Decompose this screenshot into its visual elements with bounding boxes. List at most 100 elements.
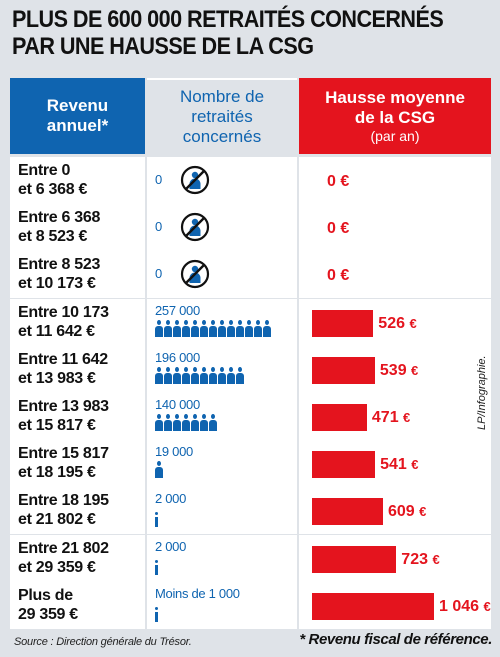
increase-unit: €: [340, 173, 350, 190]
retirees-cell: 2 000: [147, 535, 297, 582]
income-range-line: et 13 983 €: [18, 370, 96, 387]
header-revenu-line-1: Revenu: [46, 96, 109, 115]
person-icon: [155, 461, 163, 478]
increase-unit: €: [411, 457, 419, 472]
header-hausse-line-2: de la CSG: [354, 107, 436, 127]
title-line-1: PLUS DE 600 000 RETRAITÉS CONCERNÉS: [12, 6, 444, 33]
retirees-count: 2 000: [155, 539, 187, 554]
retirees-cell: 19 000: [147, 440, 297, 487]
increase-unit: €: [483, 599, 491, 614]
increase-cell: 471 €: [299, 393, 491, 440]
income-range-line: Entre 15 817: [18, 445, 109, 462]
person-icon: [200, 414, 208, 431]
retirees-count: 0: [155, 266, 162, 281]
person-icon: [182, 367, 190, 384]
person-icon: [209, 320, 217, 337]
person-icon: [218, 320, 226, 337]
income-range-line: Entre 18 195: [18, 492, 109, 509]
no-person-icon: [180, 212, 210, 242]
person-icon: [227, 367, 235, 384]
header-revenu: Revenu annuel*: [10, 78, 145, 154]
increase-value: 1 046 €: [439, 593, 491, 620]
increase-unit: €: [419, 504, 427, 519]
increase-value: 723 €: [401, 546, 439, 573]
income-range-line: 29 359 €: [18, 606, 78, 623]
increase-bar: [312, 546, 397, 573]
person-icon: [200, 367, 208, 384]
table-row: Entre 15 817 et 18 195 € 19 000 541 €: [10, 440, 491, 487]
income-range-line: Entre 10 173: [18, 304, 109, 321]
person-icon: [218, 367, 226, 384]
table-row: Entre 10 173 et 11 642 € 257 000 526 €: [10, 299, 491, 346]
income-range-line: et 18 195 €: [18, 464, 96, 481]
income-range-cell: Entre 10 173 et 11 642 €: [10, 299, 145, 346]
increase-cell: 526 €: [299, 299, 491, 346]
no-person-icon: [180, 259, 210, 289]
table-row: Entre 8 523 et 10 173 €0 0 €: [10, 251, 491, 298]
retirees-cell: 0: [147, 157, 297, 204]
increase-bar: [312, 451, 376, 478]
income-range-cell: Plus de 29 359 €: [10, 582, 145, 629]
person-icon: [254, 320, 262, 337]
income-range-cell: Entre 8 523 et 10 173 €: [10, 251, 145, 298]
income-range-line: et 11 642 €: [18, 323, 95, 340]
retirees-count: 140 000: [155, 397, 200, 412]
increase-value: 526 €: [378, 310, 416, 337]
table-row: Entre 18 195 et 21 802 € 2 000 609 €: [10, 487, 491, 534]
people-icons: [155, 603, 158, 623]
increase-number: 526: [378, 315, 410, 332]
person-icon: [236, 367, 244, 384]
table-row: Entre 13 983 et 15 817 € 140 000 471 €: [10, 393, 491, 440]
person-icon: [245, 320, 253, 337]
increase-unit: €: [340, 267, 350, 284]
income-range-line: Entre 21 802: [18, 540, 109, 557]
retirees-cell: 2 000: [147, 487, 297, 534]
retirees-cell: 196 000: [147, 346, 297, 393]
credit: LP/Infographie.: [476, 355, 488, 430]
increase-unit: €: [432, 552, 440, 567]
person-icon: [236, 320, 244, 337]
header-retraites-line-1: Nombre de: [179, 87, 265, 106]
increase-number: 0: [327, 220, 341, 237]
increase-bar: [312, 404, 367, 431]
table-row: Entre 21 802 et 29 359 € 2 000 723 €: [10, 535, 491, 582]
increase-number: 541: [380, 456, 412, 473]
person-icon: [191, 320, 199, 337]
people-icons: [155, 367, 244, 387]
increase-cell: 0 €: [299, 251, 491, 298]
person-icon: [155, 367, 163, 384]
header-revenu-line-2: annuel*: [46, 116, 109, 135]
table-row: Entre 11 642 et 13 983 € 196 000 539 €: [10, 346, 491, 393]
person-icon: [263, 320, 271, 337]
source-note: Source : Direction générale du Trésor.: [14, 636, 192, 648]
income-range-line: et 29 359 €: [18, 559, 96, 576]
increase-unit: €: [411, 363, 419, 378]
increase-number: 723: [401, 551, 433, 568]
increase-number: 0: [327, 267, 341, 284]
increase-value: 0 €: [327, 262, 349, 289]
header-retraites: Nombre de retraités concernés: [147, 78, 297, 154]
retirees-cell: Moins de 1 000: [147, 582, 297, 629]
increase-bar: [312, 593, 434, 620]
increase-number: 539: [379, 362, 412, 379]
no-person-icon: [180, 165, 210, 195]
retirees-cell: 140 000: [147, 393, 297, 440]
income-range-cell: Entre 15 817 et 18 195 €: [10, 440, 145, 487]
retirees-count: 2 000: [155, 491, 187, 506]
person-icon: [164, 414, 172, 431]
income-range-cell: Entre 0 et 6 368 €: [10, 157, 145, 204]
increase-bar: [312, 357, 375, 384]
footnote: * Revenu fiscal de référence.: [299, 631, 492, 648]
income-range-line: et 15 817 €: [18, 417, 96, 434]
increase-bar: [312, 310, 374, 337]
person-icon: [200, 320, 208, 337]
retirees-count: 0: [155, 172, 162, 187]
people-icons: [155, 556, 158, 576]
person-icon: [164, 320, 172, 337]
header-hausse-line-1: Hausse moyenne: [325, 87, 465, 107]
table-row: Entre 6 368 et 8 523 €0 0 €: [10, 204, 491, 251]
title-line-2: PAR UNE HAUSSE DE LA CSG: [12, 33, 314, 60]
retirees-count: 196 000: [155, 350, 200, 365]
increase-number: 471: [371, 409, 404, 426]
retirees-count: 0: [155, 219, 162, 234]
